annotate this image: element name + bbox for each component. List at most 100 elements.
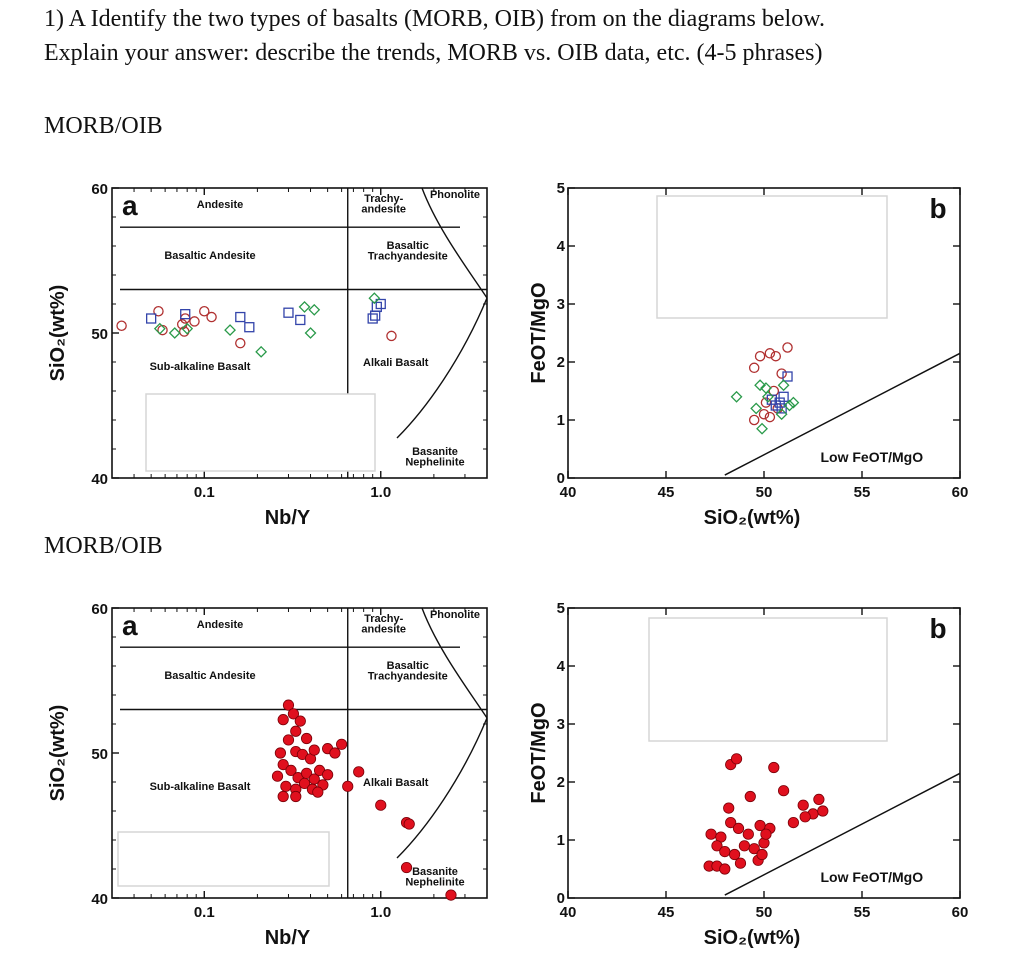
low-feot-mgo-boundary <box>724 772 961 896</box>
field-label-alkali-basalt: Alkali Basalt <box>363 777 429 789</box>
data-point-circles <box>770 350 782 362</box>
data-point-circles <box>189 316 200 327</box>
field-label-subalkaline-basalt: Sub-alkaline Basalt <box>150 781 251 793</box>
field-label-trachyandesite: Trachy-andesite <box>361 193 406 215</box>
data-point-filled <box>817 805 829 817</box>
x-tick-label: 0.1 <box>194 904 215 921</box>
data-point-filled <box>282 734 295 746</box>
data-point-filled <box>342 780 354 792</box>
field-label-phonolite: Phonolite <box>430 609 480 621</box>
data-point-filled <box>744 790 756 803</box>
x-tick-label: 1.0 <box>370 904 391 921</box>
data-point-circles <box>386 330 397 342</box>
data-point-filled <box>277 758 289 771</box>
x-axis-title: Nb/Y <box>265 927 311 949</box>
panel-letter: b <box>929 613 946 644</box>
data-point-filled <box>290 725 302 737</box>
field-label-andesite: Andesite <box>197 199 243 211</box>
data-point-diamonds <box>775 408 788 421</box>
data-point-squares <box>776 403 787 414</box>
data-point-filled <box>748 843 760 855</box>
blank-legend-box <box>648 617 888 742</box>
data-point-filled <box>282 699 295 711</box>
data-point-filled <box>287 708 300 720</box>
data-point-squares <box>244 322 255 333</box>
data-point-filled <box>353 766 365 778</box>
blank-legend-box <box>117 831 330 887</box>
question-line-1: 1) A Identify the two types of basalts (… <box>44 6 825 32</box>
data-point-circles <box>776 368 787 379</box>
data-point-squares <box>180 308 191 320</box>
y-tick-label: 0 <box>557 890 565 907</box>
data-point-filled <box>738 840 751 852</box>
data-point-circles <box>206 311 217 323</box>
data-point-squares <box>375 298 386 310</box>
data-point-filled <box>760 828 772 840</box>
data-point-filled <box>280 780 292 792</box>
blank-legend-box <box>145 393 376 472</box>
data-point-filled <box>285 764 297 777</box>
data-point-diamonds <box>750 402 763 415</box>
data-point-filled <box>742 828 754 840</box>
y-axis-title: FeOT/MgO <box>528 702 550 803</box>
data-point-filled <box>336 738 348 750</box>
x-tick-label: 60 <box>952 484 969 501</box>
alkali-boundary <box>396 717 488 859</box>
data-point-diamonds <box>181 322 194 335</box>
field-label-phonolite: Phonolite <box>430 189 480 201</box>
data-point-filled <box>277 714 289 726</box>
y-axis-title: FeOT/MgO <box>528 282 550 383</box>
data-point-diamonds <box>756 422 768 435</box>
data-point-circles <box>754 350 766 362</box>
annotation-low-feot-mgo: Low FeOT/MgO <box>820 869 923 885</box>
data-point-diamonds <box>777 379 790 392</box>
x-tick-label: 40 <box>560 484 577 501</box>
alkali-boundary <box>396 297 488 439</box>
data-point-filled <box>768 761 780 774</box>
series-diamonds <box>153 292 381 358</box>
data-point-squares <box>782 371 793 382</box>
data-point-squares <box>283 307 294 318</box>
data-point-circles <box>748 362 760 374</box>
y-tick-label: 50 <box>91 746 108 763</box>
y-tick-label: 60 <box>91 181 108 198</box>
data-point-filled <box>723 802 735 814</box>
series-filled <box>271 699 457 901</box>
field-label-basaltic-trachyandesite: Basaltic Trachyandesite <box>368 240 448 262</box>
x-tick-label: 45 <box>658 484 675 501</box>
data-point-squares <box>295 314 306 326</box>
data-point-circles <box>116 320 127 331</box>
field-label-subalkaline-basalt: Sub-alkaline Basalt <box>150 361 251 373</box>
data-point-diamonds <box>308 303 321 316</box>
data-point-filled <box>813 793 825 806</box>
data-point-filled <box>797 799 809 811</box>
data-point-filled <box>756 848 768 861</box>
data-point-filled <box>294 715 306 727</box>
x-tick-label: 1.0 <box>370 484 391 501</box>
data-point-filled <box>777 785 790 797</box>
y-tick-label: 2 <box>557 774 565 791</box>
y-tick-label: 60 <box>91 601 108 618</box>
data-point-diamonds <box>368 292 381 305</box>
y-tick-label: 50 <box>91 326 108 343</box>
data-point-diamonds <box>224 324 236 337</box>
data-point-circles <box>764 348 776 359</box>
data-point-diamonds <box>304 327 317 339</box>
field-label-alkali-basalt: Alkali Basalt <box>363 357 429 369</box>
data-point-diamonds <box>754 379 766 392</box>
data-point-filled <box>799 811 811 823</box>
x-axis-title: SiO₂(wt%) <box>704 507 801 529</box>
y-tick-label: 1 <box>557 412 565 429</box>
blank-legend-box <box>656 195 888 319</box>
data-point-filled <box>312 786 324 798</box>
x-axis-title: SiO₂(wt%) <box>704 927 801 949</box>
section-label-1: MORB/OIB <box>44 113 163 139</box>
data-point-filled <box>711 840 723 852</box>
data-point-diamonds <box>153 322 166 335</box>
annotation-low-feot-mgo: Low FeOT/MgO <box>820 449 923 465</box>
data-point-diamonds <box>168 327 181 339</box>
field-label-basaltic-trachyandesite: Basaltic Trachyandesite <box>368 660 448 682</box>
y-axis-title: SiO₂(wt%) <box>47 705 69 802</box>
